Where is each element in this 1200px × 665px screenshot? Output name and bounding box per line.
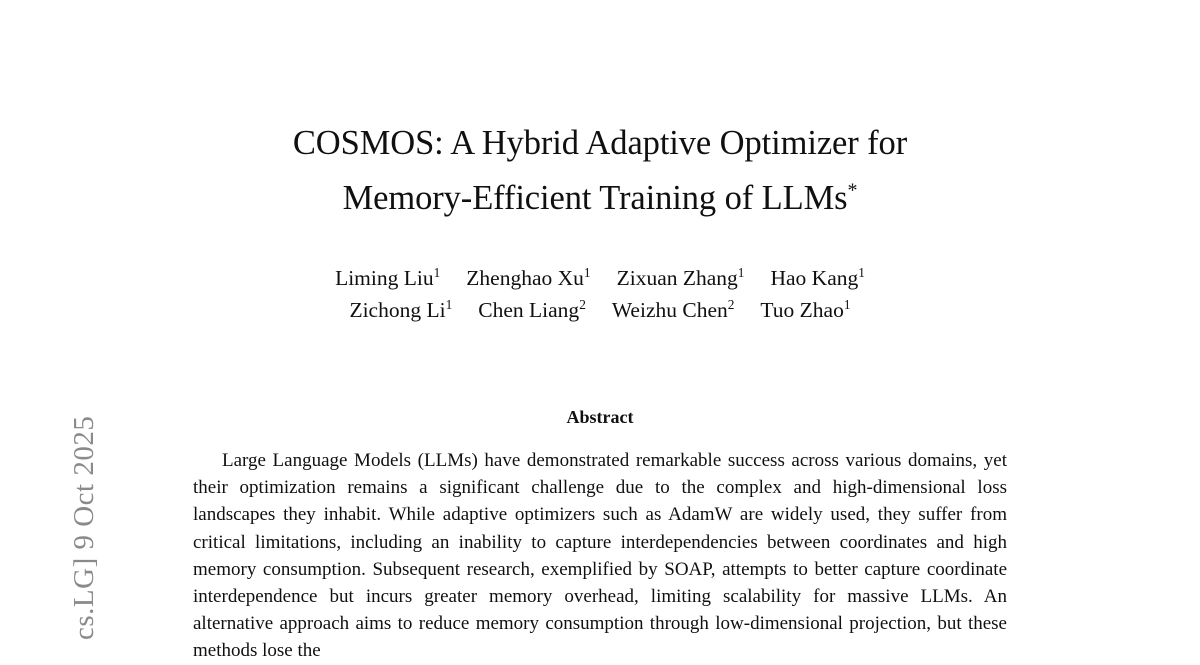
- title-block: COSMOS: A Hybrid Adaptive Optimizer for …: [180, 116, 1020, 226]
- author: Zhenghao Xu1: [466, 262, 590, 294]
- author: Chen Liang2: [478, 294, 586, 326]
- author-affiliation: 1: [737, 264, 745, 280]
- abstract-paragraph: Large Language Models (LLMs) have demons…: [193, 450, 1007, 662]
- author-name: Liming Liu: [335, 266, 434, 290]
- author-affiliation: 1: [433, 264, 441, 280]
- author-affiliation: 1: [843, 296, 851, 312]
- author: Zichong Li1: [349, 294, 452, 326]
- author-name: Zhenghao Xu: [466, 266, 584, 290]
- paper-title-line-1: COSMOS: A Hybrid Adaptive Optimizer for: [292, 124, 908, 162]
- author-row-2: Zichong Li1 Chen Liang2 Weizhu Chen2 Tuo Zh…: [180, 294, 1020, 326]
- abstract-heading: Abstract: [566, 407, 634, 427]
- author: Liming Liu1: [335, 262, 440, 294]
- author-affiliation: 2: [579, 296, 586, 312]
- author-affiliation: 1: [858, 264, 865, 280]
- author-list: Liming Liu1 Zhenghao Xu1 Zixuan Zhang1 Hao …: [180, 262, 1020, 326]
- title-footnote-marker: *: [847, 179, 858, 202]
- author-name: Chen Liang: [478, 298, 580, 322]
- author: Hao Kang1: [770, 262, 864, 294]
- paper-title-line-2: Memory-Efficient Training of LLMs: [342, 179, 848, 217]
- author: Tuo Zhao1: [760, 294, 850, 326]
- author-affiliation: 1: [445, 296, 453, 312]
- author-name: Zichong Li: [349, 298, 446, 322]
- author-name: Tuo Zhao: [760, 298, 844, 322]
- author-name: Weizhu Chen: [611, 298, 728, 322]
- author-row-1: Liming Liu1 Zhenghao Xu1 Zixuan Zhang1 Hao …: [180, 262, 1020, 294]
- author-name: Zixuan Zhang: [616, 266, 738, 290]
- author-affiliation: 2: [727, 296, 735, 312]
- author: Weizhu Chen2: [612, 294, 735, 326]
- page-title: COSMOS: A Hybrid Adaptive Optimizer for …: [180, 116, 1020, 226]
- author-affiliation: 1: [583, 264, 591, 280]
- paper-page: cs.LG] 9 Oct 2025 COSMOS: A Hybrid Adapt…: [0, 0, 1020, 661]
- author: Zixuan Zhang1: [617, 262, 745, 294]
- abstract-body: Large Language Models (LLMs) have demons…: [193, 447, 1007, 665]
- arxiv-stamp: cs.LG] 9 Oct 2025: [0, 0, 100, 648]
- arxiv-stamp-text: cs.LG] 9 Oct 2025: [68, 415, 100, 640]
- author-name: Hao Kang: [770, 266, 859, 290]
